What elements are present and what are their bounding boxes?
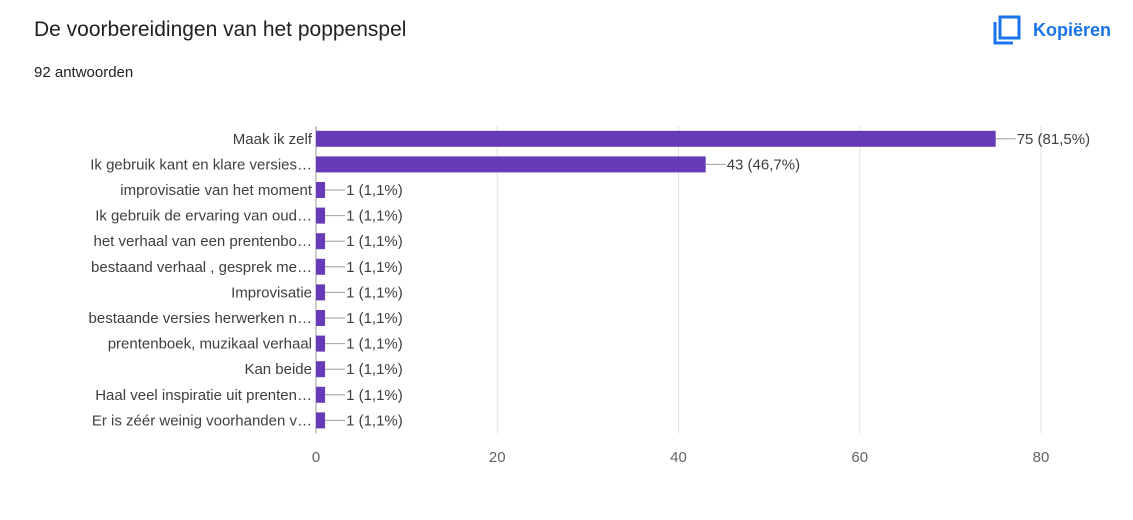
value-label: 1 (1,1%)	[346, 336, 403, 353]
bar	[316, 361, 326, 378]
value-label: 1 (1,1%)	[346, 387, 403, 404]
chart-title: De voorbereidingen van het poppenspel	[34, 18, 407, 41]
bar	[316, 182, 326, 198]
bar	[316, 233, 326, 250]
bar	[316, 258, 326, 275]
category-label: Maak ik zelf	[233, 131, 313, 148]
bar	[316, 335, 326, 352]
category-label: Er is zéér weinig voorhanden v…	[92, 412, 312, 429]
value-label: 1 (1,1%)	[346, 361, 403, 378]
bar	[316, 207, 326, 224]
category-label: prentenboek, muzikaal verhaal	[108, 336, 312, 353]
response-count: 92 antwoorden	[34, 64, 134, 81]
bar	[316, 412, 326, 429]
value-label: 1 (1,1%)	[346, 310, 403, 327]
value-label: 43 (46,7%)	[727, 156, 800, 173]
category-label: improvisatie van het moment	[120, 182, 313, 199]
value-label: 1 (1,1%)	[346, 284, 403, 301]
category-label: Kan beide	[244, 361, 312, 378]
value-label: 1 (1,1%)	[346, 412, 403, 429]
value-label: 75 (81,5%)	[1017, 131, 1090, 148]
bar	[316, 156, 706, 173]
copy-label: Kopiëren	[1032, 19, 1111, 40]
category-label: Improvisatie	[231, 284, 312, 301]
bar	[316, 310, 326, 326]
category-label: Ik gebruik kant en klare versies…	[90, 156, 312, 173]
x-tick-label: 0	[312, 449, 320, 466]
category-label: bestaand verhaal , gesprek me…	[91, 259, 312, 276]
x-tick-label: 80	[1033, 449, 1050, 466]
value-label: 1 (1,1%)	[346, 208, 403, 225]
copy-icon	[991, 14, 1023, 46]
value-label: 1 (1,1%)	[346, 182, 403, 199]
value-label: 1 (1,1%)	[346, 259, 403, 276]
bar	[316, 284, 326, 301]
bar	[316, 130, 996, 147]
value-label: 1 (1,1%)	[346, 233, 403, 250]
category-label: bestaande versies herwerken n…	[89, 310, 312, 327]
category-label: Haal veel inspiratie uit prenten…	[95, 387, 312, 404]
x-tick-label: 40	[670, 449, 687, 466]
x-tick-label: 20	[489, 449, 506, 466]
category-label: Ik gebruik de ervaring van oud…	[95, 208, 312, 225]
copy-button[interactable]: Kopiëren	[991, 14, 1111, 46]
bar	[316, 386, 326, 403]
x-tick-label: 60	[851, 449, 868, 466]
category-label: het verhaal van een prentenbo…	[94, 233, 313, 250]
